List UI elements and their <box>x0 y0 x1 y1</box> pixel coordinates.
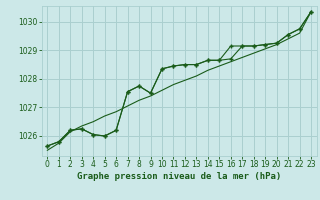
X-axis label: Graphe pression niveau de la mer (hPa): Graphe pression niveau de la mer (hPa) <box>77 172 281 181</box>
